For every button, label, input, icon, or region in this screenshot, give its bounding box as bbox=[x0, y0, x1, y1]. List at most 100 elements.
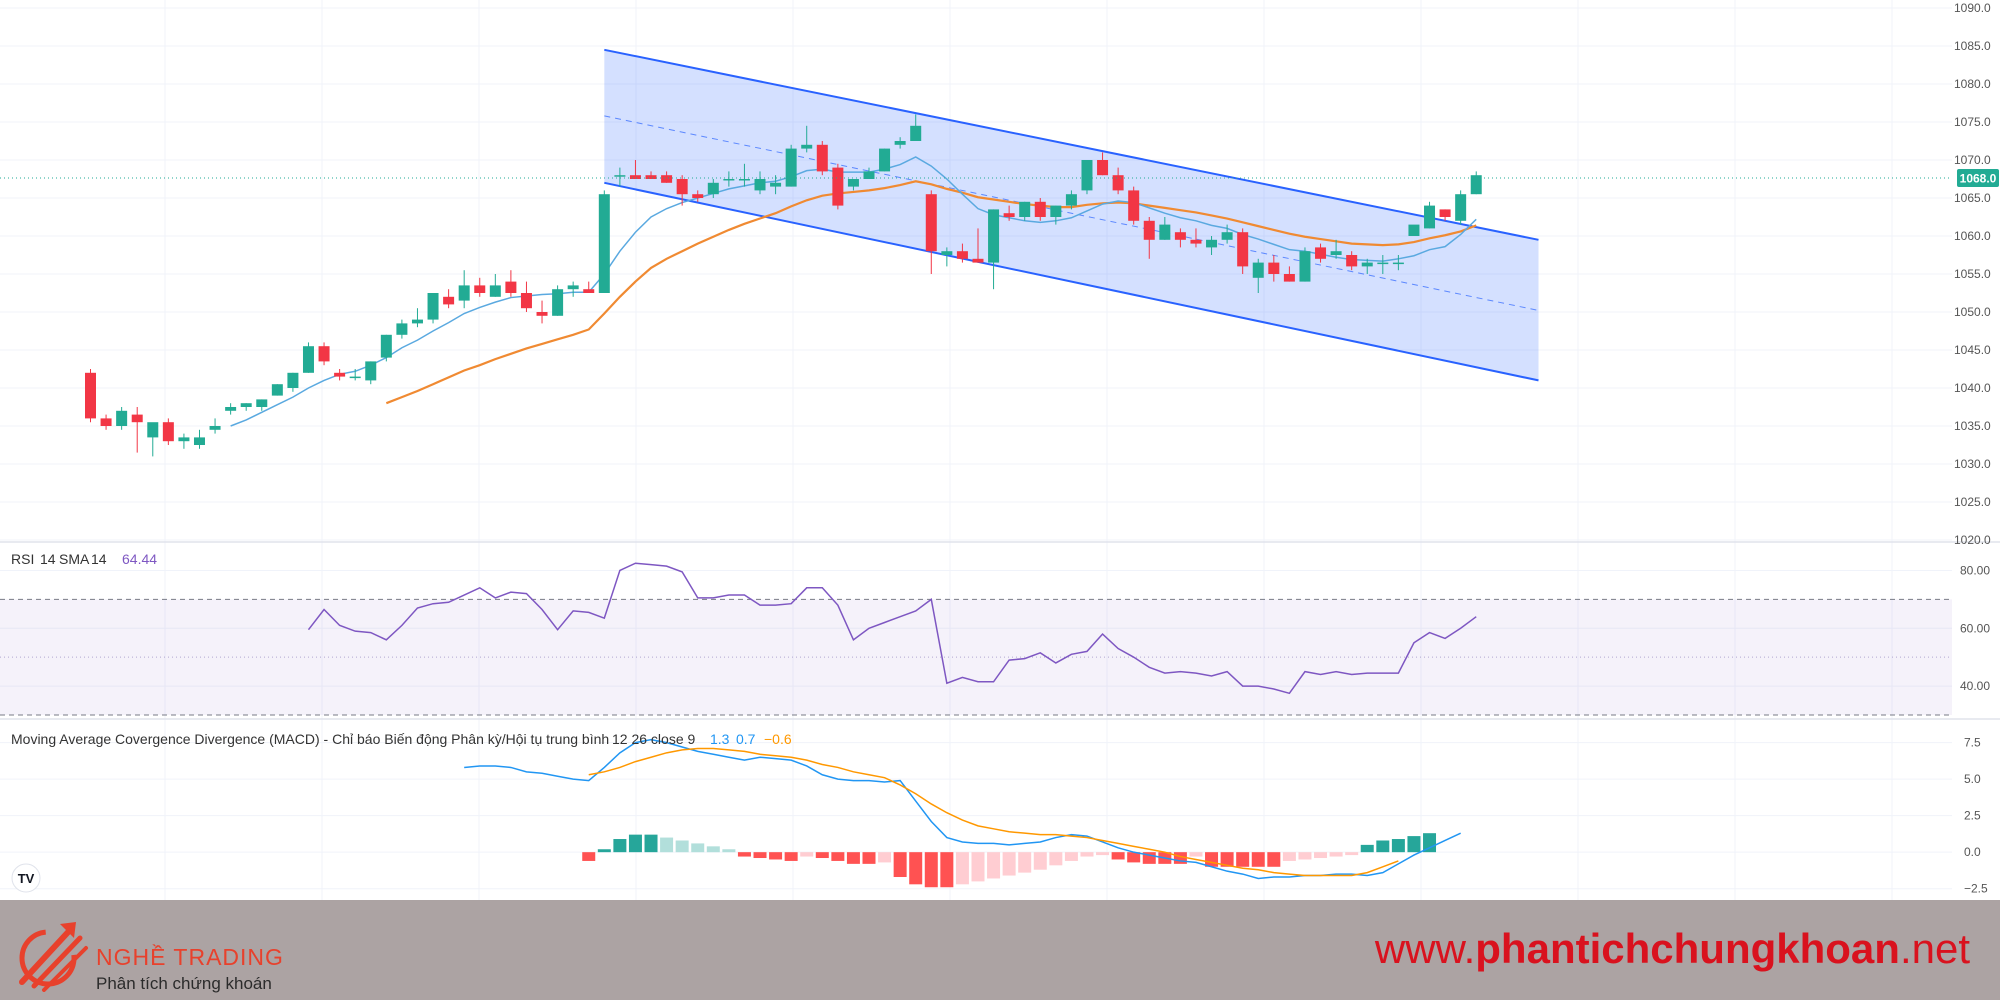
macd-line bbox=[464, 738, 1461, 880]
price-axis-tick: 1040.0 bbox=[1954, 381, 1991, 395]
histogram-bar bbox=[846, 852, 860, 864]
candle-body bbox=[147, 422, 159, 438]
macd-pane[interactable]: Moving Average Covergence Divergence (MA… bbox=[11, 731, 1461, 888]
candle-body bbox=[256, 399, 268, 407]
footer-banner bbox=[0, 900, 2000, 1000]
rsi-legend-ma-length: 14 bbox=[91, 551, 107, 567]
candle-body bbox=[396, 323, 408, 335]
candle bbox=[1424, 201, 1436, 229]
rsi-axis-tick: 40.00 bbox=[1960, 679, 1990, 693]
histogram-bar bbox=[1282, 852, 1296, 861]
candle bbox=[1283, 266, 1295, 282]
candle-body bbox=[1081, 160, 1093, 191]
candle-body bbox=[287, 372, 299, 388]
histogram-bar bbox=[1033, 852, 1047, 870]
candle bbox=[552, 285, 564, 316]
candle-body bbox=[1439, 209, 1451, 217]
candle-body bbox=[1159, 224, 1171, 240]
candle bbox=[676, 175, 688, 206]
candle-body bbox=[365, 361, 377, 381]
candle bbox=[1439, 209, 1451, 221]
candle bbox=[287, 372, 299, 392]
histogram-bar bbox=[878, 852, 892, 863]
candle-body bbox=[1268, 262, 1280, 274]
candle bbox=[318, 342, 330, 366]
histogram-bar bbox=[1096, 852, 1110, 856]
candle bbox=[271, 384, 283, 396]
candle-body bbox=[988, 209, 1000, 263]
candle-body bbox=[552, 289, 564, 316]
candle bbox=[1455, 190, 1467, 225]
candle-body bbox=[1065, 194, 1077, 206]
url-suffix: .net bbox=[1899, 925, 1970, 972]
histogram-bar bbox=[1251, 852, 1265, 867]
url-domain: phantichchungkhoan bbox=[1475, 925, 1900, 972]
histogram-bar bbox=[815, 852, 829, 859]
histogram-bar bbox=[722, 849, 736, 853]
candle bbox=[116, 407, 128, 430]
macd-axis-tick: 2.5 bbox=[1964, 809, 1981, 823]
candle bbox=[863, 167, 875, 179]
rsi-pane[interactable]: RSI 14 SMA 14 64.44 bbox=[0, 551, 1952, 716]
candle-body bbox=[707, 182, 719, 195]
candle bbox=[380, 334, 392, 362]
macd-legend-params: 12 26 close 9 bbox=[612, 731, 695, 747]
signal-line bbox=[588, 747, 1399, 877]
candle bbox=[910, 114, 922, 141]
price-axis[interactable]: 1020.0 1025.0 1030.0 1035.0 1040.0 1045.0 1050… bbox=[1954, 1, 1991, 896]
candle bbox=[1377, 255, 1389, 274]
histogram-bar bbox=[1049, 852, 1063, 866]
candle bbox=[1361, 258, 1373, 274]
candle bbox=[1206, 236, 1218, 255]
website-url[interactable]: www.phantichchungkhoan.net bbox=[1375, 925, 1970, 973]
histogram-bar bbox=[613, 839, 627, 853]
price-pane[interactable] bbox=[0, 48, 1952, 457]
candle bbox=[458, 270, 470, 309]
candle-body bbox=[536, 312, 548, 316]
candle bbox=[1221, 224, 1233, 244]
candle bbox=[832, 163, 844, 210]
candle-body bbox=[1190, 239, 1202, 244]
regression-channel[interactable] bbox=[604, 48, 1539, 382]
price-axis-tick: 1075.0 bbox=[1954, 115, 1991, 129]
candle-body bbox=[1206, 239, 1218, 248]
candle bbox=[240, 403, 252, 411]
candle-body bbox=[302, 346, 314, 373]
rsi-legend-length: 14 bbox=[40, 551, 56, 567]
candle-body bbox=[816, 144, 828, 172]
candle bbox=[956, 243, 968, 263]
histogram-bar bbox=[1376, 840, 1390, 853]
candle bbox=[723, 171, 735, 187]
candle-body bbox=[178, 437, 190, 442]
chart-root: RSI 14 SMA 14 64.44 Moving Average Cover… bbox=[0, 0, 2000, 900]
candle-body bbox=[956, 251, 968, 259]
candle bbox=[1174, 228, 1186, 248]
histogram-bar bbox=[831, 852, 845, 861]
candle-body bbox=[645, 175, 657, 179]
rsi-legend-name[interactable]: RSI bbox=[11, 551, 34, 567]
price-axis-tick: 1090.0 bbox=[1954, 1, 1991, 15]
price-axis-tick: 1065.0 bbox=[1954, 191, 1991, 205]
candle-body bbox=[863, 171, 875, 179]
tradingview-logo-icon[interactable]: TV bbox=[11, 863, 41, 893]
candle-body bbox=[754, 179, 766, 191]
channel-mid-line bbox=[604, 115, 1539, 311]
histogram-bar bbox=[1173, 852, 1187, 864]
svg-text:1068.0: 1068.0 bbox=[1960, 172, 1997, 186]
candle bbox=[411, 308, 423, 328]
price-axis-tick: 1060.0 bbox=[1954, 229, 1991, 243]
candle bbox=[1159, 217, 1171, 240]
candle-body bbox=[1050, 205, 1062, 217]
candle-body bbox=[1143, 220, 1155, 240]
candle-body bbox=[1128, 190, 1140, 221]
price-axis-tick: 1055.0 bbox=[1954, 267, 1991, 281]
candle-body bbox=[334, 372, 346, 377]
candle-body bbox=[801, 144, 813, 149]
candle-body bbox=[894, 141, 906, 145]
candle bbox=[941, 247, 953, 267]
candle bbox=[598, 190, 610, 293]
macd-legend-title[interactable]: Moving Average Covergence Divergence (MA… bbox=[11, 731, 609, 747]
candle bbox=[785, 144, 797, 187]
candle bbox=[162, 418, 174, 445]
candle bbox=[396, 319, 408, 339]
